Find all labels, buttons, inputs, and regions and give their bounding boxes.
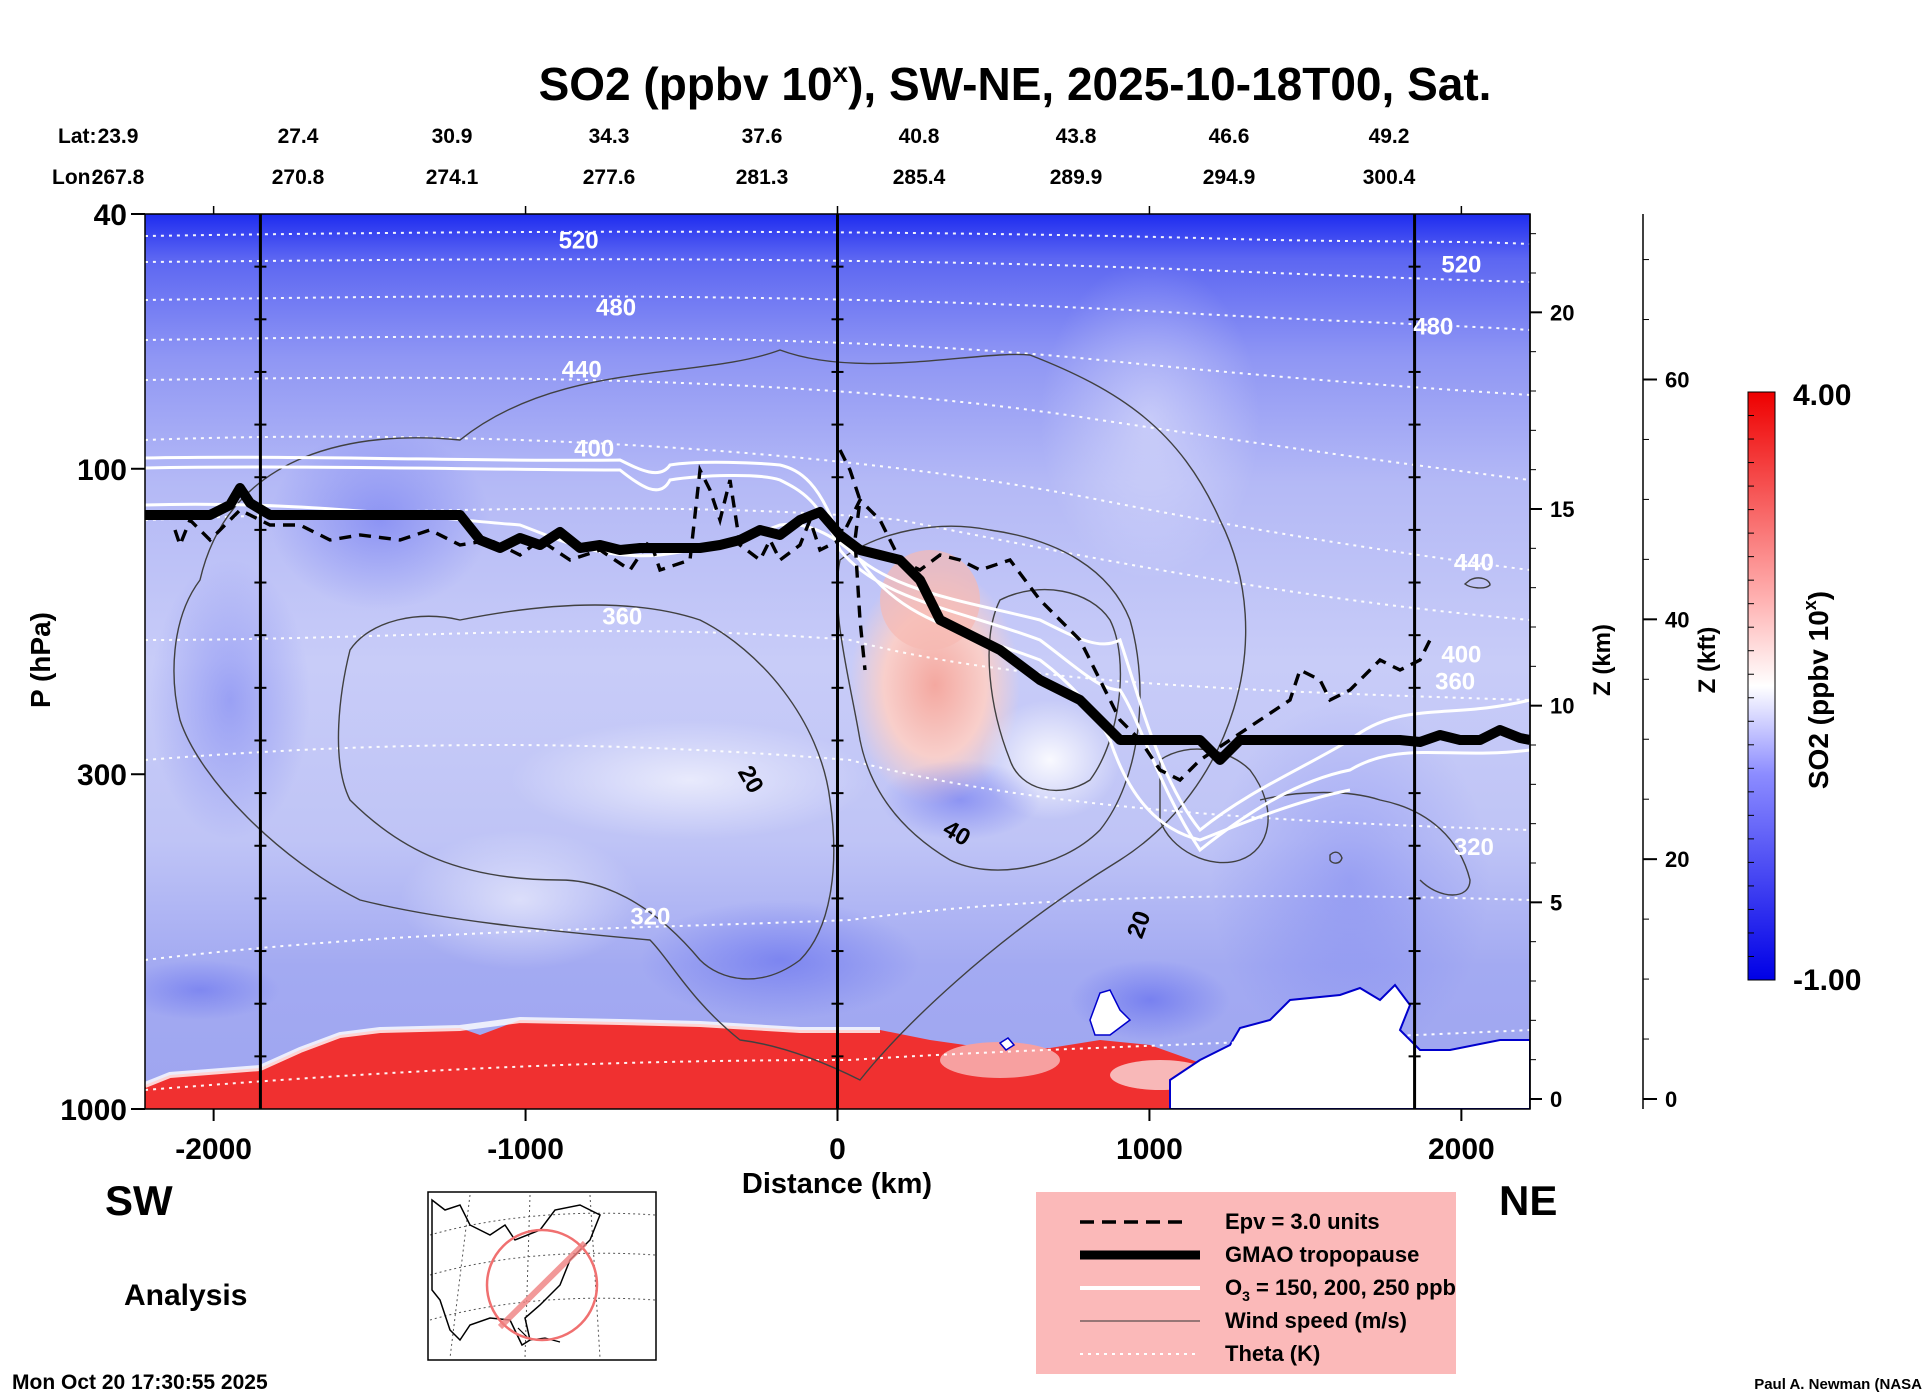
p-tick-label: 300	[77, 759, 127, 792]
legend-ozone-label: O3 = 150, 200, 250 ppb	[1225, 1275, 1456, 1304]
lon-value: 267.8	[92, 166, 145, 189]
x-tick-label: 0	[829, 1133, 846, 1166]
chart-title: SO2 (ppbv 10x), SW-NE, 2025-10-18T00, Sa…	[539, 57, 1492, 110]
z-km-tick-label: 20	[1550, 300, 1574, 325]
z-km-axis: 0 5 10 15 20	[1529, 214, 1574, 1112]
lat-value: 34.3	[589, 125, 630, 148]
x-tick-label: -2000	[175, 1133, 252, 1166]
x-tick-label: -1000	[487, 1133, 564, 1166]
y-axis-label: P (hPa)	[25, 612, 56, 708]
lat-value: 46.6	[1209, 125, 1250, 148]
z-kft-tick-label: 20	[1665, 847, 1689, 872]
theta-label: 440	[1454, 549, 1494, 576]
z-kft-tick-label: 0	[1665, 1087, 1677, 1112]
theta-label: 520	[1441, 252, 1481, 279]
z-km-label: Z (km)	[1589, 624, 1616, 696]
z-kft-tick-label: 40	[1665, 607, 1689, 632]
lon-value: 277.6	[583, 166, 636, 189]
colorbar-max: 4.00	[1793, 379, 1851, 412]
z-km-tick-label: 10	[1550, 694, 1574, 719]
lon-value: 300.4	[1363, 166, 1416, 189]
z-kft-label: Z (kft)	[1694, 627, 1721, 694]
p-tick-label: 100	[77, 454, 127, 487]
lat-value: 43.8	[1056, 125, 1097, 148]
theta-label: 440	[562, 357, 602, 384]
lat-value: 27.4	[278, 125, 319, 148]
legend-tropopause-label: GMAO tropopause	[1225, 1242, 1419, 1267]
x-axis: -2000 -1000 0 1000 2000	[175, 206, 1495, 1166]
lon-value: 274.1	[426, 166, 479, 189]
z-km-tick-label: 15	[1550, 497, 1574, 522]
theta-label: 480	[596, 295, 636, 322]
legend: Epv = 3.0 units GMAO tropopause O3 = 150…	[1036, 1192, 1456, 1374]
colorbar-label: SO2 (ppbv 10x)	[1800, 591, 1834, 789]
lat-label: Lat:	[58, 125, 97, 148]
section-reference-lines	[254, 214, 1421, 1109]
colorbar	[1747, 391, 1776, 981]
theta-label: 400	[1441, 641, 1481, 668]
p-axis: 40 100 300 1000	[60, 199, 145, 1127]
theta-label: 360	[602, 603, 642, 630]
legend-epv-label: Epv = 3.0 units	[1225, 1209, 1380, 1234]
theta-contours	[145, 230, 1530, 1091]
analysis-label: Analysis	[124, 1279, 247, 1312]
lon-value: 281.3	[736, 166, 789, 189]
z-kft-axis: 0 20 40 60	[1642, 214, 1689, 1112]
lon-value: 285.4	[893, 166, 946, 189]
lat-value: 37.6	[742, 125, 783, 148]
footer-author: Paul A. Newman (NASA	[1754, 1376, 1922, 1393]
p-tick-label: 1000	[60, 1094, 127, 1127]
lon-label: Lon:	[52, 166, 97, 189]
theta-label: 360	[1435, 669, 1475, 696]
lat-value: 23.9	[98, 125, 139, 148]
theta-label: 520	[559, 228, 599, 255]
gmao-tropopause	[145, 483, 1530, 765]
ne-label: NE	[1499, 1177, 1557, 1224]
theta-label: 400	[574, 436, 614, 463]
sw-label: SW	[105, 1177, 173, 1224]
z-kft-tick-label: 60	[1665, 367, 1689, 392]
legend-theta-label: Theta (K)	[1225, 1341, 1320, 1366]
legend-wind-label: Wind speed (m/s)	[1225, 1308, 1407, 1333]
epv-contour	[173, 449, 1432, 783]
lon-value: 294.9	[1203, 166, 1256, 189]
inset-map	[427, 1191, 657, 1361]
lon-value: 289.9	[1050, 166, 1103, 189]
z-km-tick-label: 5	[1550, 890, 1562, 915]
x-tick-label: 2000	[1428, 1133, 1495, 1166]
lat-value: 40.8	[899, 125, 940, 148]
lat-value: 49.2	[1369, 125, 1410, 148]
lon-value: 270.8	[272, 166, 325, 189]
p-tick-label: 40	[94, 199, 127, 232]
z-km-tick-label: 0	[1550, 1087, 1562, 1112]
colorbar-min: -1.00	[1793, 964, 1861, 997]
x-axis-label: Distance (km)	[742, 1168, 932, 1200]
so2-field	[145, 214, 1530, 1109]
theta-label: 320	[630, 903, 670, 930]
theta-label: 320	[1454, 834, 1494, 861]
x-tick-label: 1000	[1116, 1133, 1183, 1166]
theta-label: 480	[1413, 314, 1453, 341]
footer-timestamp: Mon Oct 20 17:30:55 2025	[12, 1371, 268, 1394]
lat-value: 30.9	[432, 125, 473, 148]
